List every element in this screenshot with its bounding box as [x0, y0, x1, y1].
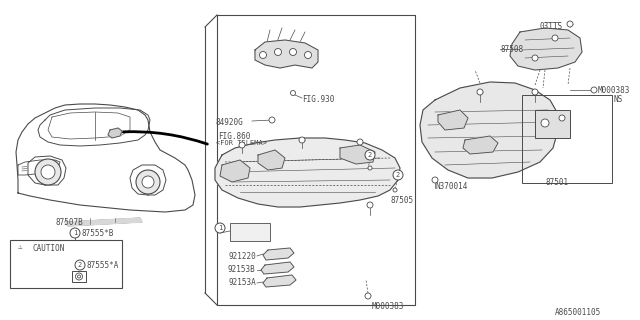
Bar: [535, 110, 570, 138]
Circle shape: [259, 52, 266, 59]
Circle shape: [532, 89, 538, 95]
Polygon shape: [28, 156, 66, 185]
Polygon shape: [420, 82, 558, 178]
Text: 87507B: 87507B: [55, 218, 83, 227]
Circle shape: [357, 139, 363, 145]
Text: 2: 2: [396, 172, 400, 178]
Circle shape: [305, 52, 312, 59]
Text: A865001105: A865001105: [555, 308, 601, 317]
Circle shape: [393, 188, 397, 192]
Polygon shape: [510, 28, 582, 70]
Polygon shape: [340, 145, 375, 164]
Text: N370014: N370014: [435, 182, 467, 191]
Polygon shape: [258, 150, 285, 170]
Text: 2: 2: [368, 152, 372, 158]
Polygon shape: [263, 275, 296, 287]
Bar: [10, 240, 122, 288]
Circle shape: [432, 177, 438, 183]
Polygon shape: [16, 104, 195, 212]
Polygon shape: [263, 248, 294, 260]
Circle shape: [291, 91, 296, 95]
Polygon shape: [130, 165, 166, 195]
Circle shape: [393, 170, 403, 180]
Circle shape: [275, 49, 282, 55]
Circle shape: [239, 142, 245, 148]
Circle shape: [289, 49, 296, 55]
Polygon shape: [65, 218, 142, 226]
Text: FIG.930: FIG.930: [302, 95, 334, 104]
Polygon shape: [438, 110, 468, 130]
Circle shape: [365, 150, 375, 160]
Circle shape: [41, 165, 55, 179]
Circle shape: [77, 275, 81, 278]
Circle shape: [299, 137, 305, 143]
Circle shape: [559, 115, 565, 121]
Polygon shape: [108, 128, 122, 138]
Text: 87555*A: 87555*A: [86, 260, 118, 269]
Text: CAUTION: CAUTION: [32, 244, 65, 253]
Circle shape: [368, 166, 372, 170]
Circle shape: [75, 260, 85, 270]
Bar: [72, 271, 86, 282]
Text: 87505: 87505: [390, 196, 413, 205]
Text: ⚠: ⚠: [18, 242, 22, 251]
Circle shape: [552, 35, 558, 41]
Text: 1: 1: [218, 225, 222, 231]
Text: 0311S: 0311S: [540, 22, 563, 31]
Text: NS: NS: [614, 95, 623, 104]
Circle shape: [35, 159, 61, 185]
Polygon shape: [220, 160, 250, 182]
Text: <FOR TELEMA>: <FOR TELEMA>: [216, 140, 267, 146]
Circle shape: [567, 21, 573, 27]
Circle shape: [541, 119, 549, 127]
Text: FIG.860: FIG.860: [218, 132, 250, 141]
Circle shape: [365, 293, 371, 299]
Circle shape: [70, 228, 80, 238]
Polygon shape: [215, 138, 400, 207]
Polygon shape: [255, 40, 318, 68]
Text: 84920G: 84920G: [215, 118, 243, 127]
Circle shape: [269, 117, 275, 123]
Circle shape: [142, 176, 154, 188]
Polygon shape: [261, 262, 294, 274]
Text: 87508: 87508: [500, 45, 523, 54]
Polygon shape: [463, 136, 498, 154]
Circle shape: [215, 223, 225, 233]
Text: 92153B: 92153B: [227, 265, 255, 274]
Circle shape: [367, 202, 373, 208]
Circle shape: [477, 89, 483, 95]
Text: M000383: M000383: [372, 302, 404, 311]
Bar: [230, 223, 270, 241]
Text: 921220: 921220: [228, 252, 256, 261]
Circle shape: [136, 170, 160, 194]
Circle shape: [591, 87, 597, 93]
Text: M000383: M000383: [598, 85, 630, 94]
Text: 87555*B: 87555*B: [81, 228, 113, 237]
Circle shape: [76, 273, 83, 280]
Text: 1: 1: [73, 230, 77, 236]
Text: 87501: 87501: [545, 178, 568, 187]
Text: 2: 2: [78, 262, 82, 268]
Bar: [522, 95, 612, 183]
Circle shape: [532, 55, 538, 61]
Text: 92153A: 92153A: [228, 278, 256, 287]
